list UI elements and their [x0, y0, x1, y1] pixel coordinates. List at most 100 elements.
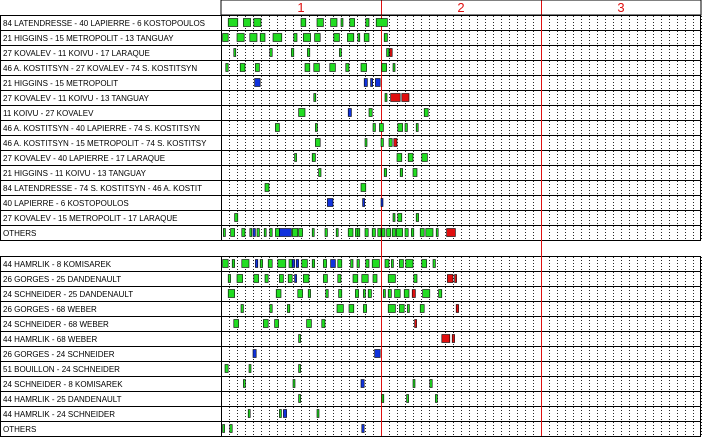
shift-bar-penalty: [389, 48, 393, 57]
shift-bar: [339, 48, 342, 57]
shift-bar: [301, 259, 308, 268]
shift-bar: [360, 183, 367, 192]
row-label: 26 GORGES - 25 DANDENAULT: [3, 275, 121, 284]
shift-bar-goal-against: [380, 198, 384, 207]
shift-bar: [421, 153, 428, 162]
shift-bar: [222, 259, 229, 268]
shift-bar: [391, 259, 394, 268]
shift-bar-goal-against: [255, 259, 259, 268]
row-label: 27 KOVALEV - 15 METROPOLIT - 17 LARAQUE: [3, 214, 177, 223]
shift-bar-goal-against: [295, 259, 299, 268]
shift-bar: [303, 274, 310, 283]
shift-bar: [243, 18, 251, 27]
shift-bar-goal-against: [252, 349, 257, 358]
shift-bar: [348, 304, 355, 313]
shift-marks: [222, 18, 459, 433]
period-label: 3: [617, 0, 624, 15]
shift-bar: [313, 63, 320, 72]
shift-bar: [314, 33, 321, 42]
shift-bar: [241, 228, 246, 237]
shift-bar: [407, 304, 410, 313]
period-headers: 1 2 3: [220, 0, 702, 16]
shift-bar: [379, 123, 384, 132]
period-label: 1: [297, 0, 304, 15]
shift-bar: [411, 228, 415, 237]
shift-bar: [333, 33, 340, 42]
shift-bar: [311, 228, 315, 237]
shift-bar: [307, 289, 311, 298]
shift-bar: [404, 123, 408, 132]
shift-bar: [269, 304, 273, 313]
shift-bar: [279, 274, 284, 283]
shift-bar: [227, 274, 231, 283]
shift-bar: [316, 409, 320, 418]
shift-bar: [399, 168, 403, 177]
shift-bar: [347, 228, 354, 237]
shift-bar: [361, 274, 369, 283]
shift-bar: [381, 63, 387, 72]
shift-bar: [405, 259, 414, 268]
shift-bar: [380, 138, 384, 147]
shift-bar: [388, 138, 393, 147]
shift-bar: [239, 63, 246, 72]
row-label: 46 A. KOSTITSYN - 40 LAPIERRE - 74 S. KO…: [3, 124, 200, 133]
shift-bar: [292, 379, 296, 388]
shift-bar: [372, 123, 376, 132]
row-label: 27 KOVALEV - 40 LAPIERRE - 17 LARAQUE: [3, 154, 165, 163]
row-label: OTHERS: [3, 425, 36, 434]
shift-bar-goal-against: [294, 274, 297, 283]
shift-bar: [338, 289, 343, 298]
shift-bar-goal-against: [279, 228, 292, 237]
shift-bar: [421, 259, 427, 268]
shift-bar: [340, 18, 344, 27]
shift-bar: [253, 18, 262, 27]
row-label: 51 BOUILLON - 24 SCHNEIDER: [3, 365, 120, 374]
shift-bar-goal-against: [363, 78, 368, 87]
shift-bar: [222, 424, 225, 433]
shift-bar: [423, 108, 429, 117]
shift-bar: [413, 274, 418, 283]
shift-bar: [383, 168, 387, 177]
shift-bar: [249, 228, 253, 237]
shift-bar-goal-against: [347, 108, 352, 117]
shift-bar: [298, 364, 301, 373]
shift-bar: [274, 319, 279, 328]
shift-bar: [297, 289, 303, 298]
shift-bar: [386, 48, 390, 57]
shift-bar: [300, 18, 307, 27]
shift-bar: [387, 289, 392, 298]
period-label: 2: [457, 0, 464, 15]
shift-bar: [294, 153, 297, 162]
shift-bar: [387, 274, 396, 283]
shift-bar: [248, 364, 252, 373]
shift-bar-goal-against: [362, 198, 365, 207]
shift-bar: [429, 379, 433, 388]
shift-bar-goal-against: [327, 198, 334, 207]
shift-bar: [384, 259, 390, 268]
shift-bar: [399, 304, 405, 313]
shift-bar: [313, 93, 317, 102]
shift-bar: [288, 259, 293, 268]
shift-bar: [263, 319, 269, 328]
shift-bar-goal-against: [252, 228, 256, 237]
shift-bar: [279, 409, 282, 418]
shift-bar: [240, 304, 244, 313]
shift-bar: [435, 394, 438, 403]
shift-bar: [311, 153, 316, 162]
shift-bar: [363, 304, 367, 313]
shift-bar-penalty: [451, 334, 455, 343]
shift-bar: [227, 18, 239, 27]
shift-bar: [365, 18, 370, 27]
shift-bar: [337, 259, 343, 268]
shift-bar: [298, 334, 301, 343]
shift-bar: [325, 289, 329, 298]
shift-bar-goal-against: [360, 379, 365, 388]
shift-bar: [277, 259, 287, 268]
shift-bar: [315, 123, 318, 132]
shift-bar-penalty: [446, 228, 456, 237]
shift-bar: [275, 228, 280, 237]
shift-bar: [419, 304, 425, 313]
shift-bar: [264, 274, 269, 283]
